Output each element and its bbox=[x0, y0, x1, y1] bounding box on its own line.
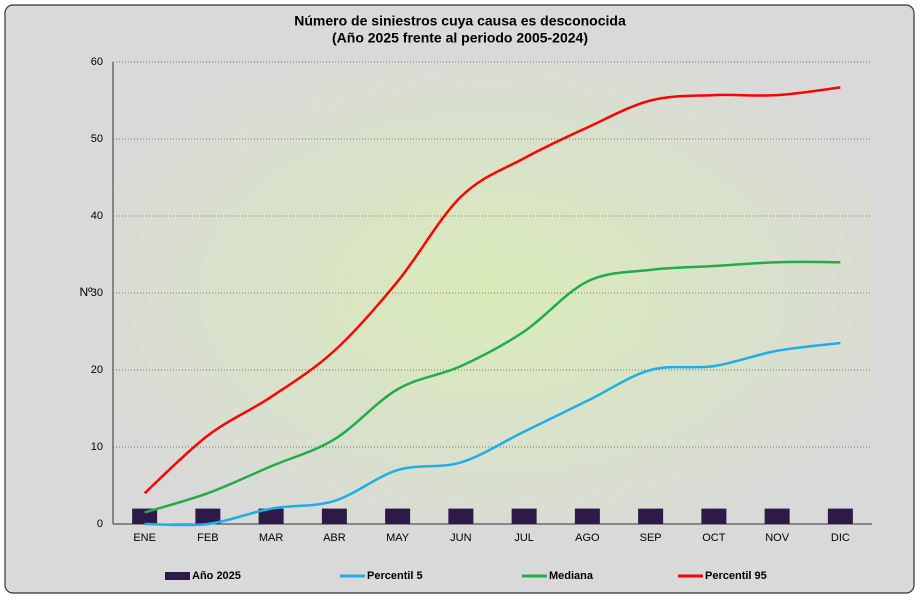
bar bbox=[258, 508, 284, 524]
x-tick-label: MAY bbox=[386, 532, 410, 544]
x-tick-label: ENE bbox=[133, 532, 156, 544]
legend-label: Percentil 95 bbox=[705, 570, 767, 582]
legend-label: Percentil 5 bbox=[367, 570, 423, 582]
bar bbox=[132, 508, 158, 524]
bar bbox=[827, 508, 853, 524]
chart-title: Número de siniestros cuya causa es desco… bbox=[294, 13, 626, 29]
x-tick-label: MAR bbox=[259, 532, 284, 544]
legend-swatch bbox=[165, 572, 190, 580]
y-tick-label: 10 bbox=[91, 441, 103, 453]
x-tick-label: JUN bbox=[450, 532, 471, 544]
bar bbox=[195, 508, 221, 524]
x-tick-label: FEB bbox=[197, 532, 218, 544]
y-tick-label: 40 bbox=[91, 210, 103, 222]
line bbox=[144, 341, 841, 527]
bar bbox=[574, 508, 600, 524]
bar bbox=[638, 508, 664, 524]
x-tick-label: NOV bbox=[765, 532, 790, 544]
y-tick-label: 30 bbox=[91, 287, 103, 299]
y-tick-label: 20 bbox=[91, 364, 103, 376]
chart-subtitle: (Año 2025 frente al periodo 2005-2024) bbox=[332, 30, 588, 46]
bar bbox=[511, 508, 537, 524]
y-axis-label: Nº bbox=[79, 285, 93, 299]
bar bbox=[701, 508, 727, 524]
bar bbox=[764, 508, 790, 524]
y-tick-label: 0 bbox=[97, 518, 103, 530]
legend-label: Año 2025 bbox=[192, 570, 241, 582]
x-tick-label: ABR bbox=[323, 532, 346, 544]
x-tick-label: JUL bbox=[514, 532, 534, 544]
line bbox=[144, 260, 841, 514]
bar bbox=[321, 508, 347, 524]
bar bbox=[448, 508, 474, 524]
x-tick-label: DIC bbox=[831, 532, 850, 544]
y-tick-label: 50 bbox=[91, 133, 103, 145]
x-tick-label: SEP bbox=[640, 532, 662, 544]
legend-label: Mediana bbox=[549, 570, 594, 582]
x-tick-label: OCT bbox=[702, 532, 726, 544]
bar bbox=[385, 508, 411, 524]
x-tick-label: AGO bbox=[575, 532, 600, 544]
line bbox=[143, 86, 841, 495]
y-tick-label: 60 bbox=[91, 56, 103, 68]
